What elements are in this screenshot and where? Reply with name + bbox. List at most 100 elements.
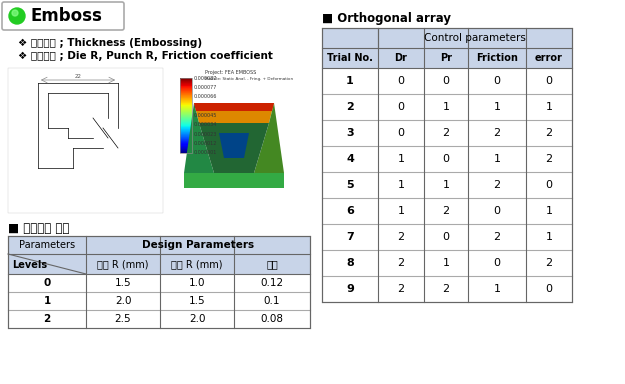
Bar — [180, 120, 192, 121]
Text: 3: 3 — [346, 128, 354, 138]
Bar — [180, 143, 192, 144]
Text: 1: 1 — [494, 102, 501, 112]
Text: 마찰: 마찰 — [266, 259, 278, 269]
Bar — [180, 150, 192, 151]
Text: 0: 0 — [494, 76, 501, 86]
Bar — [8, 310, 310, 328]
Text: 4: 4 — [346, 154, 354, 164]
Bar — [180, 80, 192, 81]
Polygon shape — [184, 173, 284, 188]
Text: 1.0: 1.0 — [189, 278, 205, 288]
Circle shape — [12, 10, 18, 16]
Bar — [8, 292, 310, 310]
Bar — [322, 172, 572, 198]
Text: 1: 1 — [546, 232, 552, 242]
Text: error: error — [535, 53, 563, 63]
Bar — [180, 111, 192, 112]
Bar — [180, 134, 192, 135]
Bar — [180, 152, 192, 153]
Text: Emboss: Emboss — [30, 7, 102, 25]
Text: Trial No.: Trial No. — [327, 53, 373, 63]
Text: 0.12: 0.12 — [261, 278, 284, 288]
Text: 0: 0 — [442, 76, 449, 86]
Bar — [180, 95, 192, 96]
Polygon shape — [254, 103, 284, 173]
Bar — [180, 117, 192, 118]
Bar — [180, 140, 192, 141]
Text: 2.0: 2.0 — [115, 296, 131, 306]
Bar — [180, 132, 192, 133]
Polygon shape — [199, 123, 269, 173]
Polygon shape — [184, 103, 214, 173]
Bar — [180, 102, 192, 103]
Text: 1: 1 — [494, 284, 501, 294]
Bar — [322, 94, 572, 120]
Text: 0: 0 — [546, 76, 552, 86]
Text: 0: 0 — [43, 278, 51, 288]
Bar — [180, 98, 192, 99]
Text: Levels: Levels — [12, 260, 47, 270]
Bar — [180, 85, 192, 86]
Bar — [180, 130, 192, 131]
Bar — [8, 236, 310, 328]
Text: 1: 1 — [442, 180, 449, 190]
Text: 2: 2 — [398, 284, 404, 294]
Bar — [180, 118, 192, 119]
Text: 2: 2 — [398, 232, 404, 242]
Text: 0.000012: 0.000012 — [194, 141, 218, 146]
Bar — [180, 144, 192, 145]
Bar — [180, 123, 192, 124]
Circle shape — [9, 8, 25, 24]
Bar — [8, 254, 310, 274]
Bar — [180, 110, 192, 111]
FancyBboxPatch shape — [2, 2, 124, 30]
Bar — [180, 99, 192, 100]
Text: 2.0: 2.0 — [189, 314, 205, 324]
Text: Design Parameters: Design Parameters — [142, 240, 254, 250]
Bar — [180, 84, 192, 85]
Bar — [322, 28, 572, 48]
Text: 1: 1 — [494, 154, 501, 164]
Text: Friction: Friction — [476, 53, 518, 63]
Text: 0.08: 0.08 — [261, 314, 284, 324]
Text: 0: 0 — [398, 102, 404, 112]
Text: 다이 R (mm): 다이 R (mm) — [98, 259, 149, 269]
Text: 1: 1 — [398, 206, 404, 216]
Bar — [180, 92, 192, 93]
Bar — [180, 86, 192, 87]
Text: 0.000034: 0.000034 — [194, 122, 218, 127]
Bar — [180, 78, 192, 79]
Bar — [180, 105, 192, 106]
Bar — [8, 236, 310, 254]
Bar — [180, 145, 192, 146]
Bar — [180, 89, 192, 90]
Text: 0.000023: 0.000023 — [194, 132, 218, 137]
Text: 2: 2 — [546, 258, 552, 268]
Bar — [180, 114, 192, 115]
Bar — [322, 120, 572, 146]
Bar — [180, 83, 192, 84]
Text: 0.000001: 0.000001 — [194, 151, 218, 156]
Text: 0.000077: 0.000077 — [194, 85, 218, 90]
Polygon shape — [194, 103, 274, 111]
Bar — [180, 148, 192, 149]
Text: 1: 1 — [398, 154, 404, 164]
Bar — [180, 113, 192, 114]
Bar — [180, 115, 192, 116]
Bar — [180, 127, 192, 128]
Bar — [322, 48, 572, 68]
Bar — [8, 274, 310, 292]
Bar — [180, 121, 192, 122]
Bar — [180, 124, 192, 125]
Text: 0: 0 — [398, 128, 404, 138]
Text: 0: 0 — [546, 180, 552, 190]
Polygon shape — [194, 103, 274, 123]
Bar — [180, 125, 192, 126]
Bar — [180, 141, 192, 142]
Bar — [180, 137, 192, 138]
Text: ■ 설계변수 수준: ■ 설계변수 수준 — [8, 222, 69, 235]
Text: 0: 0 — [494, 258, 501, 268]
Text: 5: 5 — [346, 180, 354, 190]
Bar — [322, 198, 572, 224]
Text: 0.000056: 0.000056 — [194, 104, 218, 109]
